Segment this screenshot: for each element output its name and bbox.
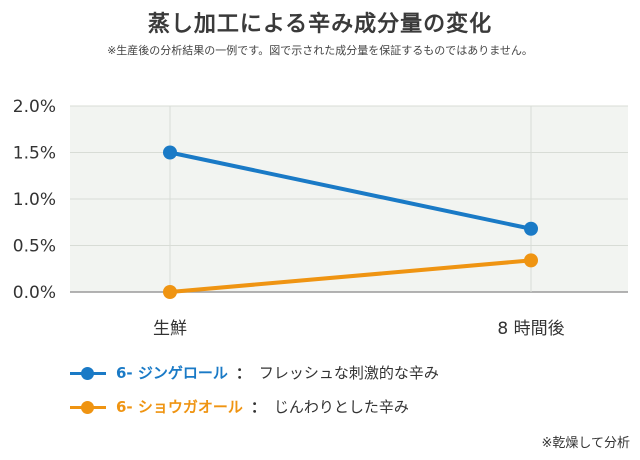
- series-line-1: [168, 258, 533, 294]
- data-point-0: [163, 145, 177, 160]
- y-tick-label: 1.0%: [13, 190, 56, 210]
- legend-swatch-gingerol: [70, 366, 106, 380]
- chart-subtitle: ※生産後の分析結果の一例です。図で示された成分量を保証するものではありません。: [107, 44, 533, 57]
- legend-name-gingerol: 6- ジンゲロール: [116, 364, 228, 382]
- legend-separator: ：: [250, 398, 266, 416]
- footnote: ※乾燥して分析: [541, 436, 630, 451]
- data-point-0: [524, 221, 538, 236]
- y-tick-label: 0.5%: [13, 237, 56, 257]
- legend-separator: ：: [235, 364, 251, 382]
- x-category-label: 8 時間後: [497, 319, 564, 339]
- legend-name-shogaol: 6- ショウガオール: [116, 398, 243, 416]
- legend-desc-gingerol: フレッシュな刺激的な辛み: [258, 364, 439, 382]
- series-line-0: [168, 150, 533, 231]
- chart-title: 蒸し加工による辛み成分量の変化: [147, 12, 493, 37]
- legend-item-gingerol: 6- ジンゲロール ： フレッシュな刺激的な辛み: [70, 362, 630, 383]
- legend-item-shogaol: 6- ショウガオール ： じんわりとした辛み: [70, 396, 630, 417]
- data-point-1: [524, 253, 538, 268]
- y-tick-label: 0.0%: [13, 283, 56, 303]
- legend-desc-shogaol: じんわりとした辛み: [273, 398, 409, 416]
- y-tick-label: 1.5%: [13, 144, 56, 164]
- legend-swatch-shogaol: [70, 400, 106, 414]
- y-tick-label: 2.0%: [13, 97, 56, 117]
- data-point-1: [163, 285, 177, 299]
- x-category-label: 生鮮: [153, 319, 187, 339]
